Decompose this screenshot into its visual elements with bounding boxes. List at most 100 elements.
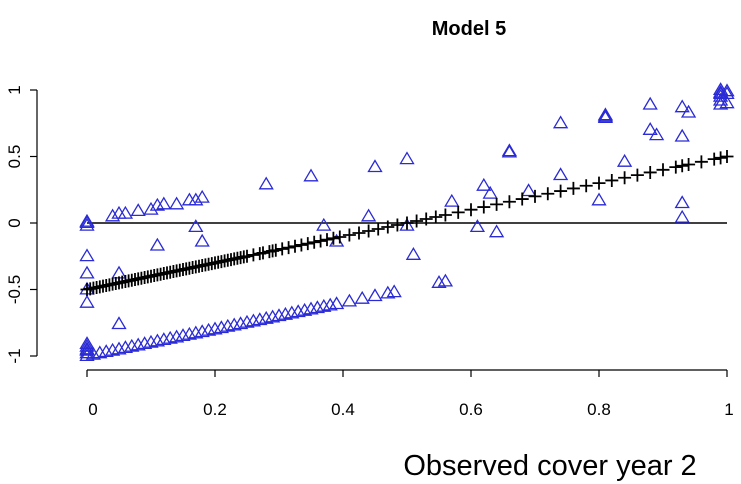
triangle-point [239,314,255,328]
triangle-point [79,338,95,352]
triangle-point [200,322,217,336]
triangle-point [437,273,454,287]
triangle-point [79,294,95,308]
plus-point [429,210,443,224]
triangle-point [354,290,370,304]
triangle-point [680,104,697,118]
triangle-point [104,208,121,222]
triangle-point [130,203,146,217]
x-tick-label: 0.6 [459,400,483,419]
triangle-point [143,334,159,348]
triangle-point [162,330,178,344]
plus-point [362,224,376,238]
plus-point [682,157,696,171]
plus-point [566,181,580,195]
triangle-point [597,108,614,122]
triangle-point [674,99,690,113]
plus-point [438,208,452,222]
triangle-point [309,300,326,314]
triangle-point [104,342,121,356]
y-tick-label: 1 [5,85,24,94]
triangle-point [136,336,153,350]
triangle-point [367,159,383,173]
triangle-point [597,110,614,123]
plus-point [464,203,478,217]
triangle-point [431,275,447,288]
triangle-point [674,128,690,142]
triangle-point [188,192,204,206]
triangle-point [341,293,358,307]
triangle-point [79,265,95,279]
plus-point [390,218,404,232]
triangle-point [316,217,332,231]
triangle-point [488,224,505,238]
triangle-point [117,340,134,354]
triangle-point [258,176,274,190]
plus-point [410,214,424,228]
plus-point [333,230,347,244]
plus-point [592,176,606,190]
triangle-point [149,333,166,347]
triangle-point [386,284,402,298]
triangle-point [264,309,281,323]
triangle-point [124,338,140,352]
axes-layer: 0 0.2 0.4 0.6 0.8 1 -1 -0.5 0 0.5 1 [5,85,734,419]
plus-point [669,160,683,174]
plus-point [554,184,568,198]
plus-point [490,197,504,211]
y-tick-label: -0.5 [5,275,24,304]
triangle-point [316,298,332,312]
triangle-point [674,195,690,209]
triangle-point [328,296,345,310]
triangle-point [252,312,268,326]
triangle-point [501,144,518,158]
plus-point [528,189,542,203]
y-tick-label: -1 [5,348,24,363]
triangle-point [360,208,377,222]
triangle-point [520,183,537,197]
triangle-point [258,310,274,324]
triangle-point [79,217,95,231]
triangle-point [194,189,210,203]
plus-point [294,238,308,252]
plus-point [714,151,728,165]
triangle-point [79,336,95,350]
y-tick-label: 0 [5,218,24,227]
plus-point [656,163,670,177]
triangle-point [207,321,223,335]
plus-point [342,228,356,242]
plus-point [707,152,721,166]
triangle-point [156,332,172,346]
plus-point [320,233,334,247]
triangle-point [188,219,204,233]
triangle-point [303,301,319,315]
triangle-point [469,219,486,233]
triangle-point [79,342,95,356]
triangle-point [245,313,262,327]
triangle-point [290,304,306,318]
triangle-point [98,344,114,358]
triangle-point [674,209,690,223]
triangle-point [648,127,665,141]
plus-point [630,168,644,182]
triangle-point [616,153,633,167]
triangle-point [277,306,294,320]
triangle-point [175,328,191,342]
triangle-point [380,285,396,299]
triangle-point [284,305,300,319]
plus-point [502,195,516,209]
plus-point [326,231,340,245]
triangle-point [476,177,492,191]
triangle-point [399,151,415,165]
triangle-point [92,345,108,359]
triangle-point [271,308,287,322]
triangle-point [111,265,127,279]
triangle-point [303,168,319,182]
triangle-point [642,96,658,110]
triangle-point [719,95,735,109]
x-tick-label: 0.2 [203,400,227,419]
triangle-point [597,107,614,121]
plus-point [352,226,366,240]
triangle-point [85,346,102,360]
